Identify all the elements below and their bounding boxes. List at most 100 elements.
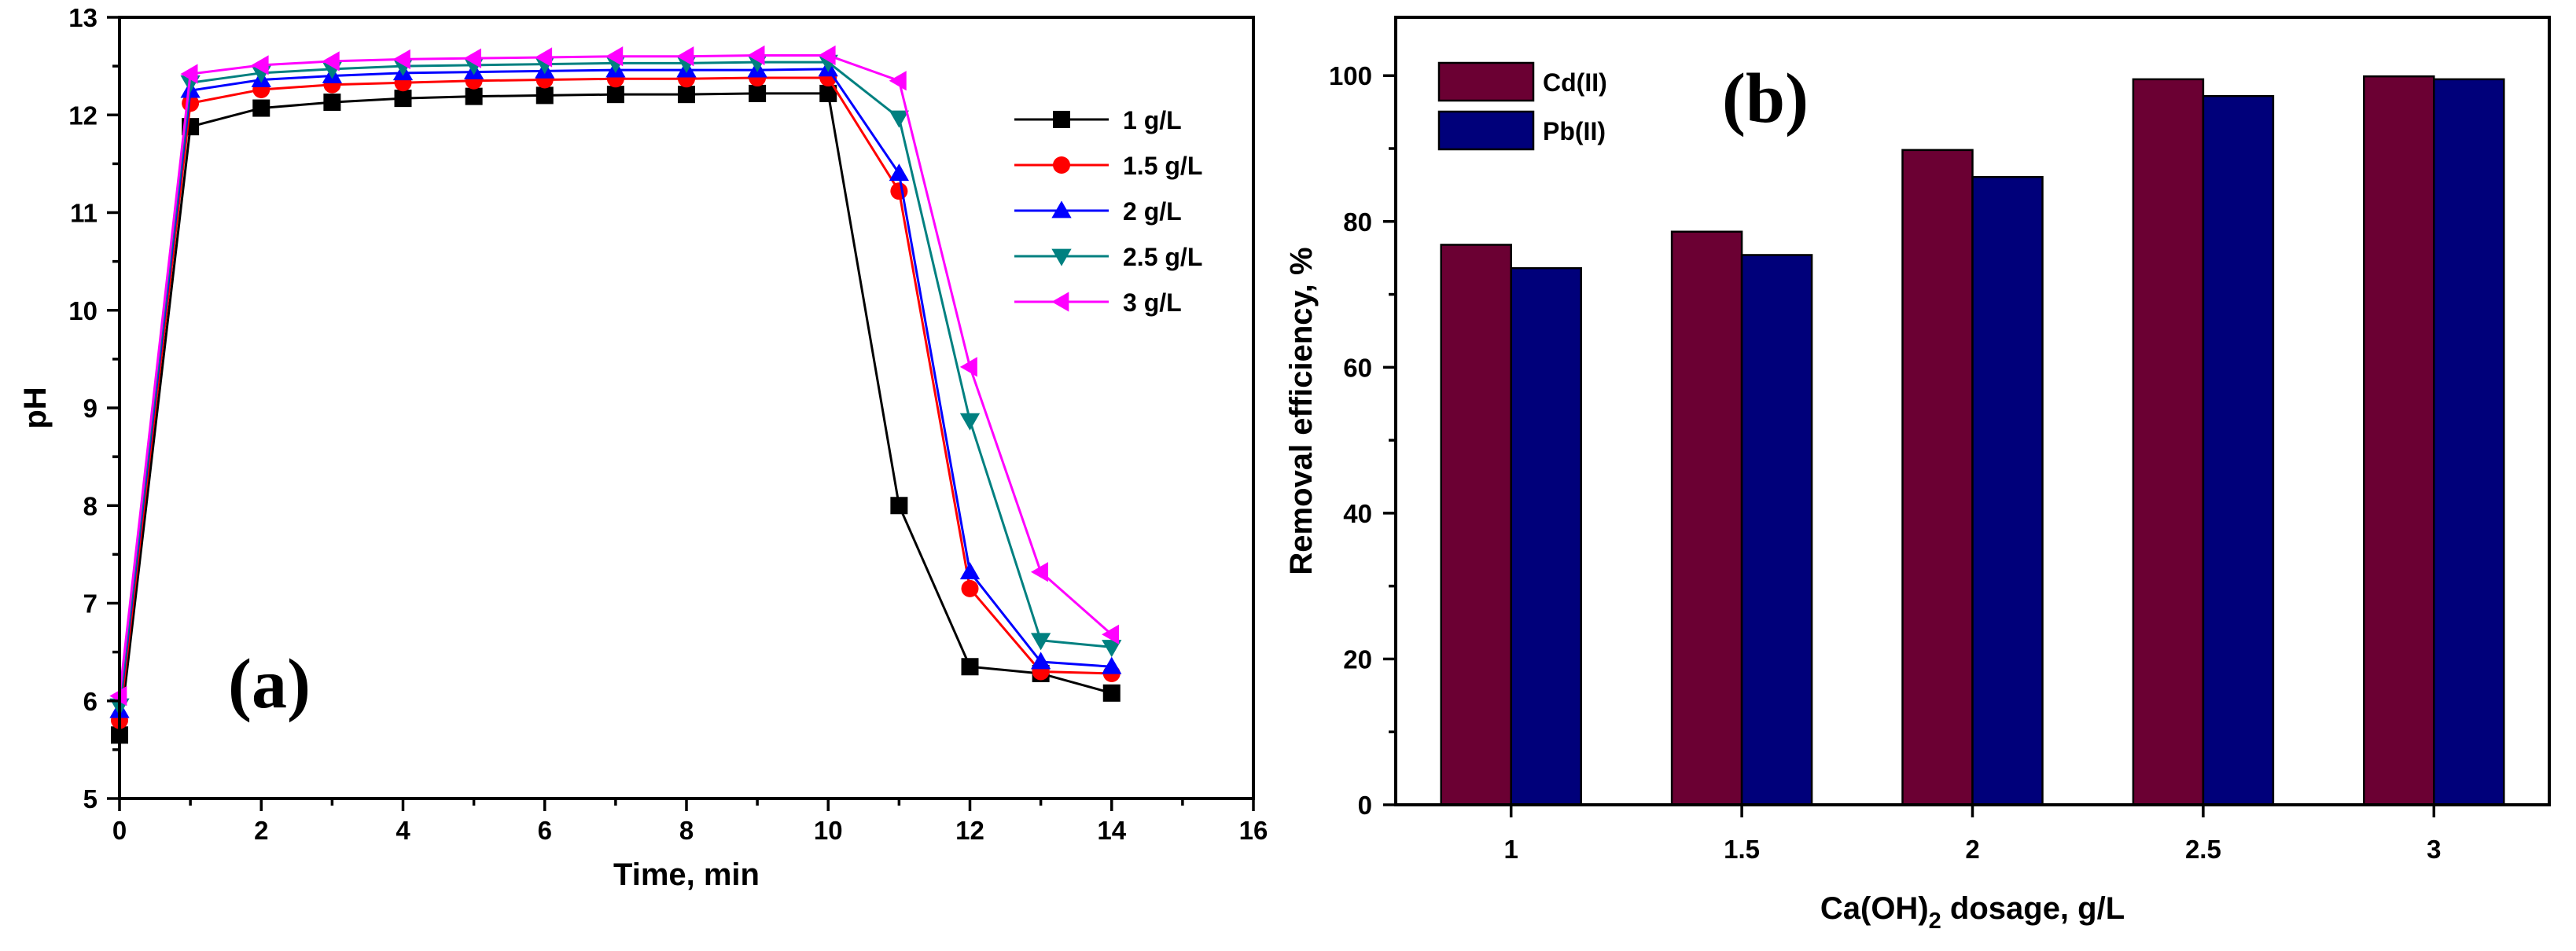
panel-b-y-ticks: 0 20 40 60 80 100 bbox=[1329, 61, 1396, 820]
legend-label: 2.5 g/L bbox=[1123, 243, 1202, 271]
y-tick-label: 9 bbox=[83, 394, 98, 423]
bar-pb-ii-1 bbox=[1740, 254, 1813, 806]
legend-label: Pb(II) bbox=[1543, 117, 1606, 145]
data-point bbox=[535, 47, 553, 68]
x-tick-label: 6 bbox=[538, 816, 552, 845]
data-point bbox=[959, 562, 981, 580]
legend-item: Pb(II) bbox=[1437, 110, 1606, 151]
legend-label: 1 g/L bbox=[1123, 106, 1182, 134]
panel-b-y-axis-title: Removal efficiency, % bbox=[1284, 247, 1319, 575]
y-tick-label: 11 bbox=[70, 199, 98, 228]
data-point bbox=[322, 51, 340, 72]
legend-item: 2 g/L bbox=[1014, 197, 1182, 226]
legend-item: 1.5 g/L bbox=[1014, 152, 1202, 180]
panel-b-plot-frame bbox=[1394, 16, 2551, 806]
x-tick-label: 16 bbox=[1239, 816, 1268, 845]
data-point bbox=[180, 64, 198, 84]
x-tick-label: 8 bbox=[679, 816, 694, 845]
y-tick-label: 6 bbox=[83, 687, 98, 716]
data-point bbox=[252, 99, 270, 117]
data-point bbox=[961, 658, 979, 676]
panel-a-legend: 1 g/L 1.5 g/L 2 g/L 2.5 g/L 3 g/L bbox=[1014, 106, 1202, 317]
y-tick-label: 100 bbox=[1329, 61, 1372, 90]
x-tick-label: 0 bbox=[112, 816, 127, 845]
data-point bbox=[889, 163, 910, 182]
series-3-g-l bbox=[109, 45, 1120, 707]
legend-marker bbox=[1051, 248, 1072, 266]
series-2-g-l bbox=[109, 59, 1122, 718]
legend-swatch bbox=[1437, 110, 1535, 151]
data-point bbox=[535, 86, 554, 105]
legend-label: Cd(II) bbox=[1543, 68, 1607, 97]
bar-cd-ii-2 bbox=[1901, 149, 1974, 806]
x-title-prefix: Ca(OH) bbox=[1820, 891, 1929, 926]
series-line bbox=[118, 53, 1113, 696]
panel-a-x-axis-title: Time, min bbox=[613, 857, 760, 892]
x-tick-label: 1.5 bbox=[1724, 835, 1760, 864]
y-tick-label: 0 bbox=[1358, 791, 1372, 820]
y-tick-label: 10 bbox=[68, 296, 98, 325]
panel-a-series-group bbox=[109, 45, 1122, 744]
x-tick-label: 3 bbox=[2427, 835, 2441, 864]
bar-cd-ii-3 bbox=[2132, 78, 2205, 806]
data-point bbox=[605, 46, 624, 67]
legend-marker bbox=[1053, 156, 1070, 174]
data-point bbox=[747, 45, 765, 66]
legend-marker bbox=[1051, 200, 1072, 218]
bar-pb-ii-3 bbox=[2202, 94, 2275, 806]
panel-a-y-axis-title: pH bbox=[18, 387, 53, 428]
legend-item: Cd(II) bbox=[1437, 61, 1607, 102]
data-point bbox=[959, 413, 981, 431]
y-tick-label: 12 bbox=[68, 101, 98, 130]
bar-pb-ii-2 bbox=[1971, 175, 2044, 806]
panel-b-x-ticks: 1 1.5 2 2.5 3 bbox=[1504, 805, 2441, 864]
data-point bbox=[676, 46, 694, 67]
x-title-subscript: 2 bbox=[1929, 909, 1941, 934]
panel-b-x-axis-title: Ca(OH)2 dosage, g/L bbox=[1820, 891, 2125, 934]
x-tick-label: 2 bbox=[1965, 835, 1979, 864]
panel-a-y-ticks: 5 6 7 8 9 10 11 12 13 bbox=[68, 3, 120, 813]
data-point bbox=[392, 49, 410, 70]
data-point bbox=[1102, 656, 1122, 674]
data-point bbox=[678, 86, 695, 104]
bar-cd-ii-0 bbox=[1440, 244, 1512, 806]
series-2-5-g-l bbox=[109, 54, 1122, 716]
legend-label: 1.5 g/L bbox=[1123, 152, 1202, 180]
x-tick-label: 14 bbox=[1097, 816, 1126, 845]
bar-cd-ii-4 bbox=[2363, 75, 2435, 806]
y-tick-label: 5 bbox=[83, 784, 98, 813]
data-point bbox=[961, 579, 979, 597]
data-point bbox=[890, 497, 908, 515]
data-point bbox=[889, 71, 907, 91]
x-title-suffix: dosage, g/L bbox=[1941, 891, 2125, 926]
y-tick-label: 7 bbox=[83, 589, 98, 619]
legend-item: 1 g/L bbox=[1014, 106, 1182, 134]
x-tick-label: 1 bbox=[1504, 835, 1518, 864]
y-tick-label: 13 bbox=[68, 3, 98, 32]
data-point bbox=[1030, 562, 1048, 582]
data-point bbox=[959, 357, 977, 377]
legend-marker bbox=[1053, 111, 1070, 128]
panel-a-x-ticks: 0 2 4 6 8 10 12 14 16 bbox=[112, 799, 1268, 845]
data-point bbox=[323, 94, 341, 112]
data-point bbox=[818, 45, 836, 66]
data-point bbox=[394, 90, 412, 108]
x-tick-label: 2.5 bbox=[2185, 835, 2221, 864]
data-point bbox=[465, 87, 483, 105]
legend-label: 3 g/L bbox=[1123, 288, 1182, 317]
x-tick-label: 4 bbox=[396, 816, 410, 845]
bar-cd-ii-1 bbox=[1670, 230, 1743, 806]
y-tick-label: 8 bbox=[83, 491, 98, 520]
x-tick-label: 2 bbox=[254, 816, 268, 845]
data-point bbox=[606, 86, 624, 104]
data-point bbox=[463, 48, 481, 68]
x-tick-label: 12 bbox=[955, 816, 984, 845]
data-point bbox=[1030, 633, 1051, 651]
legend-item: 3 g/L bbox=[1014, 288, 1182, 317]
legend-swatch bbox=[1437, 61, 1535, 102]
data-point bbox=[1102, 684, 1121, 702]
data-point bbox=[890, 182, 908, 200]
panel-b-label: (b) bbox=[1722, 60, 1809, 138]
